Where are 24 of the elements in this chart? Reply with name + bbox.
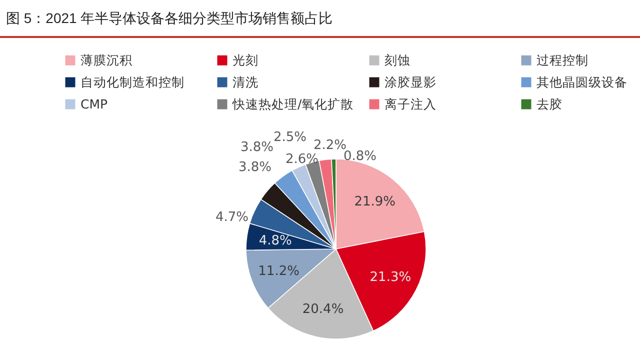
data-label: 11.2% — [258, 264, 300, 279]
data-label: 0.8% — [343, 149, 377, 164]
data-label: 21.9% — [354, 194, 396, 210]
legend-label: 涂胶显影 — [384, 74, 436, 90]
data-label: 2.5% — [273, 130, 307, 145]
legend-label: 离子注入 — [384, 96, 436, 112]
legend-label: 刻蚀 — [384, 52, 410, 68]
legend-label: 去胶 — [536, 96, 562, 112]
legend-label: 光刻 — [232, 52, 258, 68]
data-label: 3.8% — [238, 160, 272, 175]
legend-label: 过程控制 — [536, 52, 588, 68]
data-label: 21.3% — [370, 270, 412, 285]
data-label: 3.8% — [240, 140, 274, 155]
data-label: 4.8% — [258, 234, 292, 249]
legend-label: 清洗 — [232, 74, 258, 90]
chart-title: 图 5：2021 年半导体设备各细分类型市场销售额占比 — [0, 6, 640, 38]
legend-label: 自动化制造和控制 — [80, 74, 184, 90]
legend-label: 快速热处理/氧化扩散 — [232, 96, 354, 112]
data-label: 4.7% — [215, 210, 249, 225]
legend-label: 其他晶圆级设备 — [536, 74, 628, 90]
data-label: 20.4% — [302, 302, 344, 317]
data-label: 2.6% — [285, 152, 319, 167]
legend-label: CMP — [80, 96, 108, 112]
legend-label: 薄膜沉积 — [80, 52, 132, 68]
